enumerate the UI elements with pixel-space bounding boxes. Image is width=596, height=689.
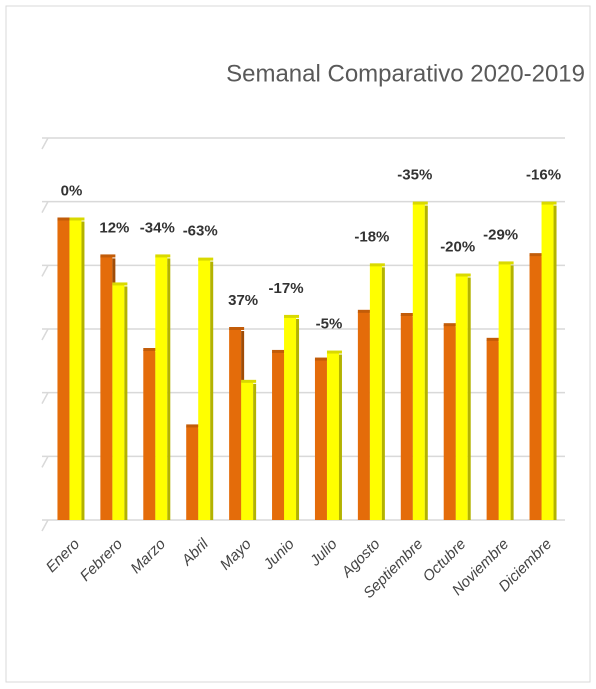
bar	[241, 381, 254, 520]
bar	[314, 359, 327, 520]
data-label: -34%	[140, 219, 175, 236]
bar-top	[369, 263, 385, 267]
bar-top	[326, 350, 342, 354]
bar-top	[186, 424, 202, 428]
bar	[455, 275, 468, 520]
bar-top	[100, 254, 116, 258]
bar	[155, 256, 168, 520]
data-label: -63%	[183, 223, 218, 240]
grid-line-depth	[41, 392, 49, 405]
data-label: -17%	[269, 280, 304, 297]
bar-top	[143, 348, 159, 352]
bar	[100, 256, 113, 520]
data-label: 37%	[228, 292, 258, 309]
grid-line-depth	[41, 137, 49, 150]
bar-top	[198, 257, 214, 261]
bar-top	[229, 327, 245, 330]
bar	[229, 329, 242, 520]
bar-top	[412, 201, 428, 205]
bar-top	[529, 253, 545, 257]
bar	[486, 339, 499, 520]
data-label: -5%	[316, 316, 343, 333]
x-tick-label: Abril	[178, 535, 212, 569]
bar-top	[400, 312, 416, 316]
chart-title: Semanal Comparativo 2020-2019	[226, 60, 585, 87]
grid-line-depth	[41, 328, 49, 341]
bar-side	[253, 383, 257, 520]
bar	[529, 255, 542, 520]
bar-top	[112, 282, 128, 286]
chart-border	[5, 5, 591, 683]
grid-line-depth	[41, 519, 49, 532]
data-label: -29%	[483, 226, 518, 243]
x-tick-label: Mayo	[217, 536, 255, 574]
grid-line-depth	[41, 201, 49, 214]
grid-line-depth	[41, 264, 49, 277]
bar-side	[553, 205, 557, 520]
bar	[198, 259, 211, 520]
x-tick-label: Junio	[260, 536, 298, 574]
bar-top	[272, 349, 288, 353]
bar	[143, 350, 156, 520]
bar-top	[486, 337, 502, 341]
bar	[412, 203, 425, 520]
bar	[369, 265, 382, 520]
bar	[357, 311, 370, 520]
bar-top	[241, 379, 257, 383]
bar	[400, 314, 413, 520]
bar	[326, 352, 339, 520]
bar	[443, 325, 456, 520]
data-label: -18%	[354, 228, 389, 245]
data-label: 0%	[61, 182, 83, 199]
bar	[186, 426, 199, 520]
bar-side	[510, 265, 514, 520]
x-tick-label: Marzo	[127, 536, 168, 577]
bar	[284, 316, 297, 520]
bar-top	[314, 357, 330, 361]
bar-side	[296, 318, 300, 520]
bar-top	[541, 201, 557, 205]
bar	[69, 219, 82, 520]
bar-top	[155, 254, 171, 258]
bar-top	[57, 217, 73, 221]
bar-side	[210, 261, 214, 520]
bar	[57, 219, 70, 520]
bar-top	[498, 261, 514, 265]
bar	[498, 263, 511, 520]
bar-side	[167, 258, 171, 520]
bar-side	[124, 286, 128, 520]
data-label: -16%	[526, 167, 561, 184]
bar-top	[357, 309, 373, 313]
data-label: 12%	[99, 219, 129, 236]
bar-side	[81, 221, 85, 520]
data-label: -35%	[397, 167, 432, 184]
bar	[272, 351, 285, 520]
x-tick-label: Enero	[43, 536, 83, 576]
x-tick-label: Julio	[306, 536, 341, 571]
bar-side	[338, 354, 342, 520]
data-label: -20%	[440, 238, 475, 255]
grid-line-depth	[41, 455, 49, 468]
bar-side	[381, 267, 385, 520]
bar-top	[284, 314, 300, 318]
bar-side	[467, 277, 471, 520]
bar	[112, 284, 125, 520]
bar-top	[443, 323, 459, 327]
bar-side	[424, 205, 428, 520]
bar-top	[455, 273, 471, 277]
bar	[541, 203, 554, 520]
bar-top	[69, 217, 85, 221]
x-tick-label: Febrero	[77, 536, 126, 585]
